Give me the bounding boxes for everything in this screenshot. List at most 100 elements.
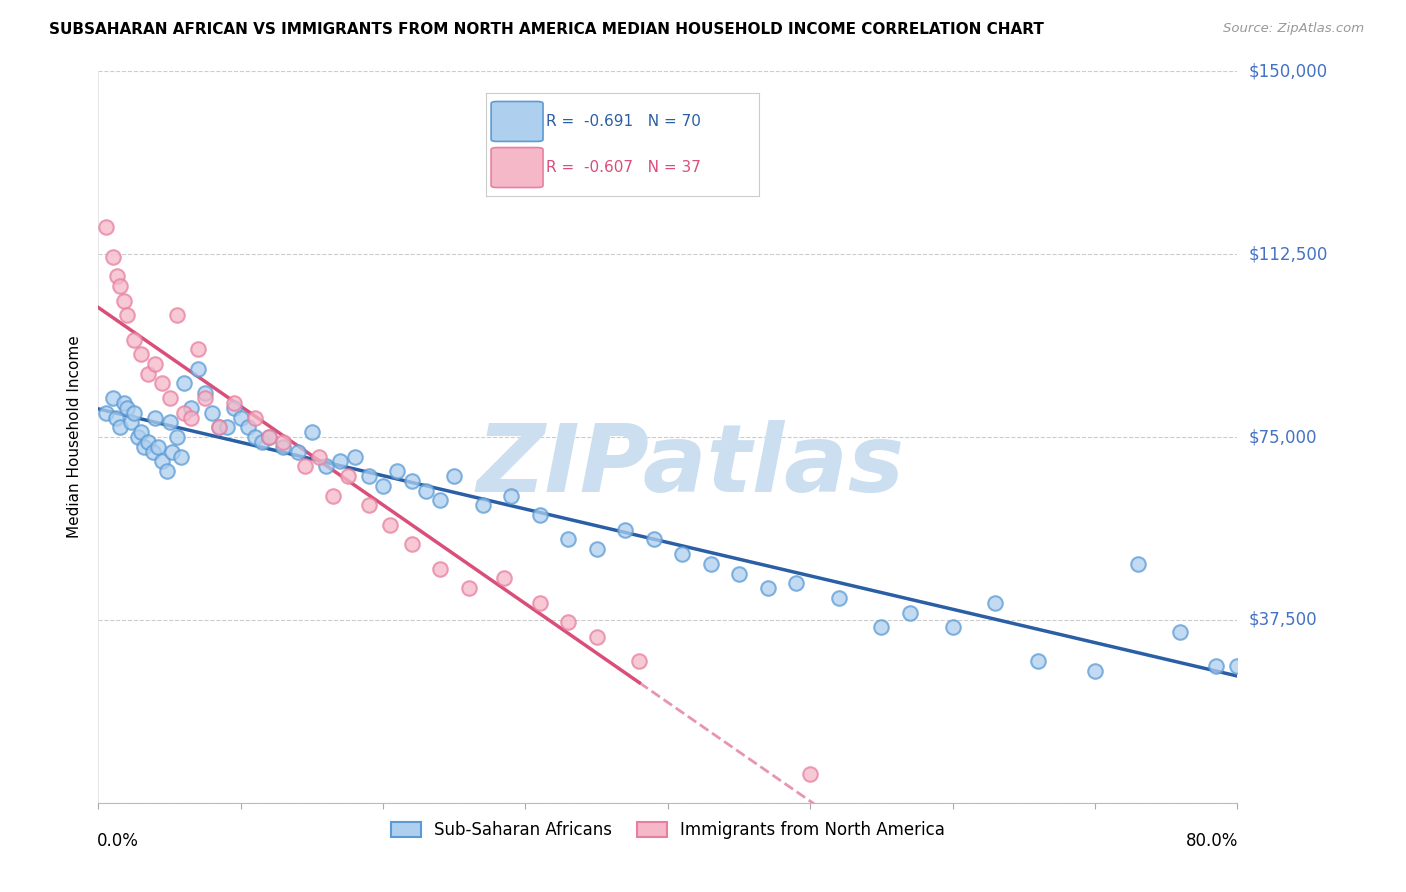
Point xyxy=(145,410,167,425)
Point xyxy=(357,469,380,483)
Point xyxy=(180,410,202,425)
Point xyxy=(984,596,1007,610)
Point xyxy=(614,523,637,537)
Point xyxy=(870,620,893,634)
Point xyxy=(628,654,651,668)
Point xyxy=(699,557,721,571)
Point xyxy=(194,391,217,405)
Point xyxy=(180,401,202,415)
Point xyxy=(294,459,316,474)
Text: 80.0%: 80.0% xyxy=(1187,832,1239,850)
Text: Source: ZipAtlas.com: Source: ZipAtlas.com xyxy=(1223,22,1364,36)
Text: SUBSAHARAN AFRICAN VS IMMIGRANTS FROM NORTH AMERICA MEDIAN HOUSEHOLD INCOME CORR: SUBSAHARAN AFRICAN VS IMMIGRANTS FROM NO… xyxy=(49,22,1045,37)
Point xyxy=(145,357,167,371)
Point xyxy=(127,430,149,444)
Point xyxy=(208,420,231,434)
Point xyxy=(141,444,163,458)
Point xyxy=(122,406,145,420)
Point xyxy=(152,376,174,391)
Point xyxy=(222,396,245,410)
Point xyxy=(273,440,295,454)
Point xyxy=(557,615,579,630)
Point xyxy=(194,386,217,401)
Text: 0.0%: 0.0% xyxy=(97,832,139,850)
Point xyxy=(529,508,551,522)
Point xyxy=(208,420,231,434)
Point xyxy=(136,434,159,449)
Point xyxy=(94,406,117,420)
Point xyxy=(159,416,181,430)
Point xyxy=(380,517,402,532)
Point xyxy=(322,489,344,503)
Point xyxy=(387,464,409,478)
Point xyxy=(101,250,124,264)
Point xyxy=(785,576,807,591)
Point xyxy=(259,430,281,444)
Point xyxy=(828,591,851,605)
Point xyxy=(357,499,380,513)
Point xyxy=(112,396,135,410)
Point xyxy=(336,469,359,483)
Point xyxy=(287,444,309,458)
Point xyxy=(942,620,965,634)
Point xyxy=(104,410,127,425)
Point xyxy=(222,401,245,415)
Point xyxy=(1126,557,1149,571)
Point xyxy=(371,479,394,493)
Point xyxy=(429,562,451,576)
Point xyxy=(201,406,224,420)
Point xyxy=(273,434,295,449)
Point xyxy=(756,581,779,595)
Text: $75,000: $75,000 xyxy=(1249,428,1317,446)
Point xyxy=(173,406,195,420)
Point xyxy=(187,361,209,376)
Point xyxy=(129,347,152,361)
Point xyxy=(799,766,821,780)
Point xyxy=(259,430,281,444)
Point xyxy=(159,391,181,405)
Point xyxy=(457,581,479,595)
Point xyxy=(494,572,516,586)
Point xyxy=(585,630,607,644)
Y-axis label: Median Household Income: Median Household Income xyxy=(67,335,83,539)
Point xyxy=(643,533,665,547)
Point xyxy=(156,464,179,478)
Point xyxy=(308,450,330,464)
Point xyxy=(166,430,188,444)
Point xyxy=(728,566,751,581)
Point xyxy=(429,493,451,508)
Point xyxy=(115,308,138,322)
Point xyxy=(1026,654,1049,668)
Point xyxy=(120,416,142,430)
Text: ZIPatlas: ZIPatlas xyxy=(477,420,904,512)
Point xyxy=(471,499,494,513)
Point xyxy=(166,308,188,322)
Point xyxy=(148,440,170,454)
Point xyxy=(1205,659,1227,673)
Point xyxy=(108,279,131,293)
Point xyxy=(401,474,423,488)
Legend: Sub-Saharan Africans, Immigrants from North America: Sub-Saharan Africans, Immigrants from No… xyxy=(384,814,952,846)
Text: $150,000: $150,000 xyxy=(1249,62,1327,80)
Point xyxy=(443,469,465,483)
Point xyxy=(329,454,352,468)
Point xyxy=(115,401,138,415)
Point xyxy=(101,391,124,405)
Text: $37,500: $37,500 xyxy=(1249,611,1317,629)
Point xyxy=(187,343,209,357)
Point xyxy=(898,606,921,620)
Point xyxy=(152,454,174,468)
Point xyxy=(173,376,195,391)
Point xyxy=(1170,625,1192,640)
Point xyxy=(136,367,159,381)
Point xyxy=(236,420,259,434)
Point xyxy=(243,410,266,425)
Point xyxy=(401,537,423,551)
Point xyxy=(343,450,366,464)
Point xyxy=(315,459,337,474)
Point xyxy=(501,489,523,503)
Point xyxy=(671,547,693,561)
Point xyxy=(1226,659,1249,673)
Point xyxy=(112,293,135,308)
Point xyxy=(105,269,128,284)
